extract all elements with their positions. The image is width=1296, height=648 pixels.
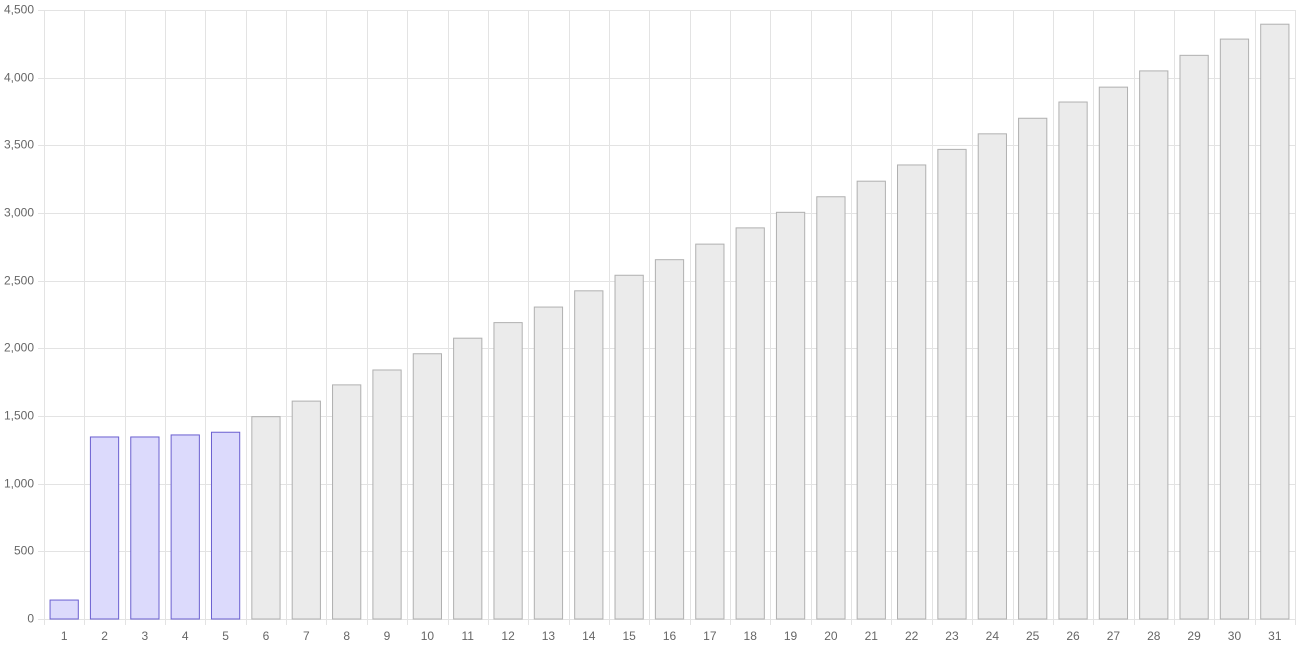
bar	[332, 384, 362, 620]
x-tick-label: 7	[303, 629, 310, 643]
bar	[453, 337, 483, 620]
bar	[251, 416, 281, 620]
y-tick-label: 1,000	[4, 477, 34, 491]
y-tick-label: 500	[14, 544, 34, 558]
bar	[291, 400, 321, 620]
x-tick-label: 3	[142, 629, 149, 643]
bar	[1018, 117, 1048, 620]
x-tick-label: 29	[1187, 629, 1201, 643]
x-tick-label: 20	[824, 629, 838, 643]
y-tick-label: 0	[27, 612, 34, 626]
bar	[372, 369, 402, 620]
bar	[412, 353, 442, 620]
x-tick-label: 17	[703, 629, 717, 643]
y-tick-label: 3,500	[4, 138, 34, 152]
x-tick-label: 30	[1228, 629, 1242, 643]
x-tick-label: 9	[384, 629, 391, 643]
x-tick-label: 21	[865, 629, 879, 643]
x-tick-label: 19	[784, 629, 798, 643]
bar	[1098, 86, 1129, 620]
x-tick-label: 22	[905, 629, 919, 643]
bar	[1260, 23, 1290, 620]
x-tick-label: 10	[421, 629, 435, 643]
y-tick-label: 1,500	[4, 409, 34, 423]
bar	[574, 290, 604, 620]
bar	[170, 434, 200, 620]
bar	[1179, 54, 1209, 620]
bar	[937, 148, 967, 620]
x-tick-label: 18	[744, 629, 758, 643]
bar	[210, 431, 241, 620]
x-tick-label: 6	[263, 629, 270, 643]
x-tick-label: 4	[182, 629, 189, 643]
x-tick-label: 2	[101, 629, 108, 643]
bar	[130, 436, 160, 620]
x-tick-label: 12	[501, 629, 515, 643]
x-tick-label: 28	[1147, 629, 1161, 643]
x-tick-label: 8	[343, 629, 350, 643]
bar	[614, 274, 644, 620]
x-tick-label: 31	[1268, 629, 1282, 643]
x-tick-label: 26	[1066, 629, 1080, 643]
bar	[1139, 70, 1169, 620]
bar	[735, 227, 765, 620]
x-tick-label: 27	[1107, 629, 1121, 643]
bar	[695, 243, 725, 620]
bar	[977, 133, 1007, 620]
y-tick-label: 3,000	[4, 206, 34, 220]
x-tick-label: 14	[582, 629, 596, 643]
y-tick-label: 4,500	[4, 3, 34, 17]
bar	[89, 436, 120, 620]
bar	[533, 306, 564, 620]
x-tick-label: 15	[622, 629, 636, 643]
bar	[775, 211, 806, 620]
bar	[493, 322, 523, 620]
x-tick-label: 13	[542, 629, 556, 643]
x-tick-label: 24	[986, 629, 1000, 643]
x-tick-label: 5	[222, 629, 229, 643]
bar	[49, 599, 79, 620]
x-tick-label: 11	[461, 629, 474, 643]
y-tick-label: 4,000	[4, 71, 34, 85]
y-tick-label: 2,000	[4, 341, 34, 355]
x-tick-label: 23	[945, 629, 959, 643]
bar	[856, 180, 886, 620]
bar	[1219, 38, 1250, 620]
x-tick-label: 1	[61, 629, 68, 643]
y-tick-label: 2,500	[4, 274, 34, 288]
x-tick-label: 16	[663, 629, 677, 643]
bar	[897, 164, 927, 620]
bar	[1058, 101, 1088, 620]
bar	[816, 196, 846, 620]
bar	[654, 259, 685, 620]
x-tick-label: 25	[1026, 629, 1040, 643]
